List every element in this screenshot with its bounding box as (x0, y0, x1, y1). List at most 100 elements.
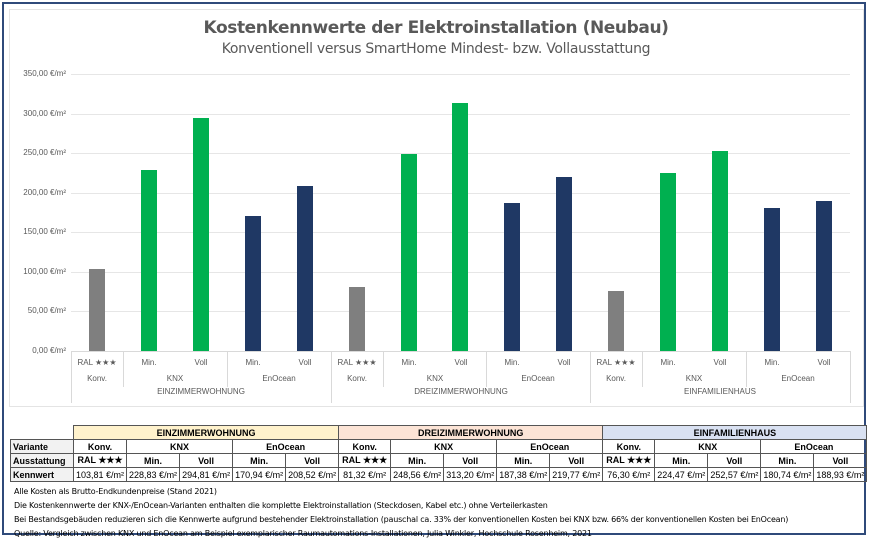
x-item-label: Voll (454, 358, 468, 367)
x-item-label: Min. (660, 358, 676, 367)
table-group-einfamilienhaus: EINFAMILIENHAUS (602, 425, 868, 440)
table-cell: Min. (654, 453, 709, 468)
x-group-label: EINFAMILIENHAUS (683, 387, 756, 396)
table-cell: Min. (232, 453, 287, 468)
table-cell: 188,93 €/m² (813, 467, 868, 482)
data-table: EINZIMMERWOHNUNG DREIZIMMERWOHNUNG EINFA… (10, 425, 868, 482)
table-cell: 294,81 €/m² (179, 467, 234, 482)
x-subgroup-label: KNX (166, 374, 184, 383)
x-item-label: RAL ★★★ (77, 358, 117, 367)
chart-title: Kostenkennwerte der Elektroinstallation … (203, 18, 669, 38)
x-group-label: DREIZIMMERWOHNUNG (414, 387, 508, 396)
x-subgroup-label: Konv. (347, 374, 367, 383)
axis-divider (227, 351, 228, 387)
table-cell: 208,52 €/m² (285, 467, 340, 482)
note-scope: Die Kostenkennwerte der KNX-/EnOcean-Var… (14, 501, 548, 510)
table-cell: Konv. (72, 439, 128, 454)
table-group-row: EINZIMMERWOHNUNG DREIZIMMERWOHNUNG EINFA… (11, 425, 868, 440)
table-cell: 187,38 €/m² (496, 467, 551, 482)
chart-area (9, 9, 864, 407)
table-cell: RAL ★★★ (72, 453, 128, 468)
axis-divider (746, 351, 747, 387)
bar (141, 170, 157, 351)
axis-divider (642, 351, 643, 387)
table-cell: 219,77 €/m² (549, 467, 604, 482)
gridline (71, 74, 850, 75)
table-cell: 81,32 €/m² (338, 467, 392, 482)
axis-divider (590, 351, 591, 403)
x-item-label: Voll (557, 358, 571, 367)
bar (764, 208, 780, 351)
table-cell: Konv. (338, 439, 392, 454)
table-cell: Voll (707, 453, 762, 468)
bar (297, 186, 313, 351)
table-cell: 228,83 €/m² (126, 467, 181, 482)
table-cell: Voll (549, 453, 604, 468)
table-cell: Voll (813, 453, 868, 468)
bar (349, 287, 365, 351)
row-label-kennwert: Kennwert (10, 467, 74, 482)
x-item-label: Min. (764, 358, 780, 367)
table-cell: Min. (390, 453, 445, 468)
x-item-label: Min. (141, 358, 157, 367)
table-cell: Voll (179, 453, 234, 468)
y-tick-label: 350,00 €/m² (23, 69, 66, 78)
row-label-ausstattung: Ausstattung (10, 453, 74, 468)
bar (660, 173, 676, 351)
table-row-kennwert: Kennwert 103,81 €/m² 228,83 €/m² 294,81 … (10, 467, 868, 482)
table-cell: Min. (496, 453, 551, 468)
note-prices: Alle Kosten als Brutto-Endkundenpreise (… (14, 487, 217, 496)
bar (712, 151, 728, 351)
y-tick-label: 300,00 €/m² (23, 109, 66, 118)
axis-divider (486, 351, 487, 387)
table-cell: 103,81 €/m² (72, 467, 128, 482)
bar (89, 269, 105, 351)
y-tick-label: 250,00 €/m² (23, 148, 66, 157)
table-corner (11, 426, 74, 440)
x-subgroup-label: KNX (685, 374, 703, 383)
axis-divider (331, 351, 332, 403)
bar (401, 154, 417, 351)
table-cell: 180,74 €/m² (760, 467, 815, 482)
note-source: Quelle: Vergleich zwischen KNX und EnOce… (14, 529, 592, 538)
table-row-ausstattung: Ausstattung RAL ★★★ Min. Voll Min. Voll … (10, 453, 868, 468)
table-cell: 248,56 €/m² (390, 467, 445, 482)
table-cell: Voll (285, 453, 340, 468)
table-cell: EnOcean (760, 439, 868, 454)
x-item-label: RAL ★★★ (337, 358, 377, 367)
x-item-label: Voll (713, 358, 727, 367)
y-tick-label: 0,00 €/m² (32, 346, 66, 355)
table-cell: 252,57 €/m² (707, 467, 762, 482)
table-row-variante: Variante Konv. KNX EnOcean Konv. KNX EnO… (10, 439, 868, 454)
table-cell: KNX (126, 439, 234, 454)
table-group-einzimmer: EINZIMMERWOHNUNG (72, 425, 340, 440)
x-subgroup-label: Konv. (606, 374, 626, 383)
x-item-label: Min. (504, 358, 520, 367)
table-cell: Voll (443, 453, 498, 468)
x-subgroup-label: EnOcean (262, 374, 296, 383)
axis-divider (123, 351, 124, 387)
x-item-label: Voll (298, 358, 312, 367)
bar (504, 203, 520, 351)
x-axis-line (71, 351, 850, 352)
x-item-label: Min. (401, 358, 417, 367)
table-cell: EnOcean (496, 439, 604, 454)
note-existing-buildings: Bei Bestandsgebäuden reduzieren sich die… (14, 515, 789, 524)
table-cell: RAL ★★★ (338, 453, 392, 468)
x-subgroup-label: Konv. (87, 374, 107, 383)
bar (452, 103, 468, 351)
bar (245, 216, 261, 351)
table-cell: KNX (390, 439, 498, 454)
y-tick-label: 200,00 €/m² (23, 188, 66, 197)
x-group-label: EINZIMMERWOHNUNG (157, 387, 245, 396)
axis-divider (71, 351, 72, 403)
table-group-dreizimmer: DREIZIMMERWOHNUNG (338, 425, 604, 440)
x-subgroup-label: EnOcean (781, 374, 815, 383)
table-cell: 224,47 €/m² (654, 467, 709, 482)
y-tick-label: 100,00 €/m² (23, 267, 66, 276)
bar (556, 177, 572, 351)
x-item-label: Min. (245, 358, 261, 367)
table-cell: 313,20 €/m² (443, 467, 498, 482)
row-label-variante: Variante (10, 439, 74, 454)
axis-divider (383, 351, 384, 387)
